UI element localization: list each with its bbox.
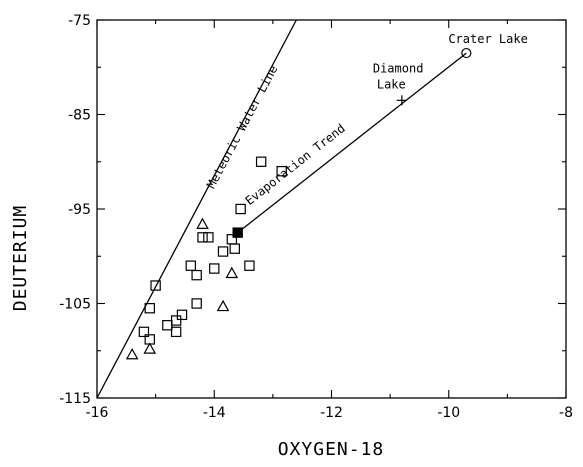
- square-point: [185, 260, 196, 271]
- square-point: [255, 156, 267, 167]
- square-point: [235, 203, 246, 215]
- line-label-0: Meteoric Water Line: [204, 63, 280, 191]
- trend-lines: [96, 19, 467, 399]
- square-point: [138, 326, 150, 338]
- plot-frame: [96, 19, 567, 399]
- x-tick-label: -12: [320, 405, 343, 421]
- axes: -16 -14 -12 -10 -8 -115 -105 -95 -85 -75: [59, 13, 573, 421]
- trend-line-1: [237, 52, 467, 234]
- square-point: [276, 166, 287, 177]
- line-label-1: Evaporation Trend: [243, 121, 348, 208]
- triangle-point: [225, 266, 239, 279]
- triangle-point: [125, 348, 139, 360]
- triangle-point: [143, 342, 157, 354]
- x-tick-label: -16: [86, 405, 109, 421]
- square-point: [150, 280, 161, 291]
- triangle-point: [216, 299, 230, 312]
- y-axis-title: DEUTERIUM: [10, 205, 31, 312]
- square-point: [203, 232, 214, 243]
- y-tick-label: -95: [68, 202, 91, 218]
- data-points: [125, 47, 472, 360]
- x-tick-label: -8: [559, 405, 573, 421]
- diamond-lake-label-1: Diamond: [373, 61, 424, 75]
- crater-lake-label: Crater Lake: [448, 32, 527, 46]
- diamond-lake-label-2: Lake: [377, 77, 406, 91]
- x-tick-label: -14: [203, 405, 226, 421]
- square-point: [191, 269, 202, 281]
- square-point: [191, 298, 202, 309]
- square-point: [244, 260, 255, 271]
- square-point: [170, 315, 182, 326]
- square-point: [197, 232, 208, 243]
- square-point: [162, 320, 173, 331]
- y-tick-label: -115: [59, 391, 91, 407]
- square-point: [144, 303, 155, 314]
- square-point: [217, 246, 229, 257]
- x-tick-label: -10: [437, 405, 460, 421]
- filled-square-point: [232, 227, 243, 238]
- trend-line-0: [96, 19, 297, 399]
- square-point: [209, 263, 220, 274]
- y-tick-label: -75: [68, 13, 91, 29]
- square-point: [170, 326, 182, 338]
- crater-lake-point: [461, 47, 472, 59]
- x-axis-title: OXYGEN-18: [278, 439, 385, 460]
- square-point: [176, 309, 188, 321]
- y-tick-label: -85: [68, 108, 91, 124]
- diamond-lake-point: [396, 95, 407, 106]
- triangle-point: [196, 217, 209, 229]
- square-point: [229, 243, 240, 254]
- y-tick-label: -105: [59, 297, 91, 313]
